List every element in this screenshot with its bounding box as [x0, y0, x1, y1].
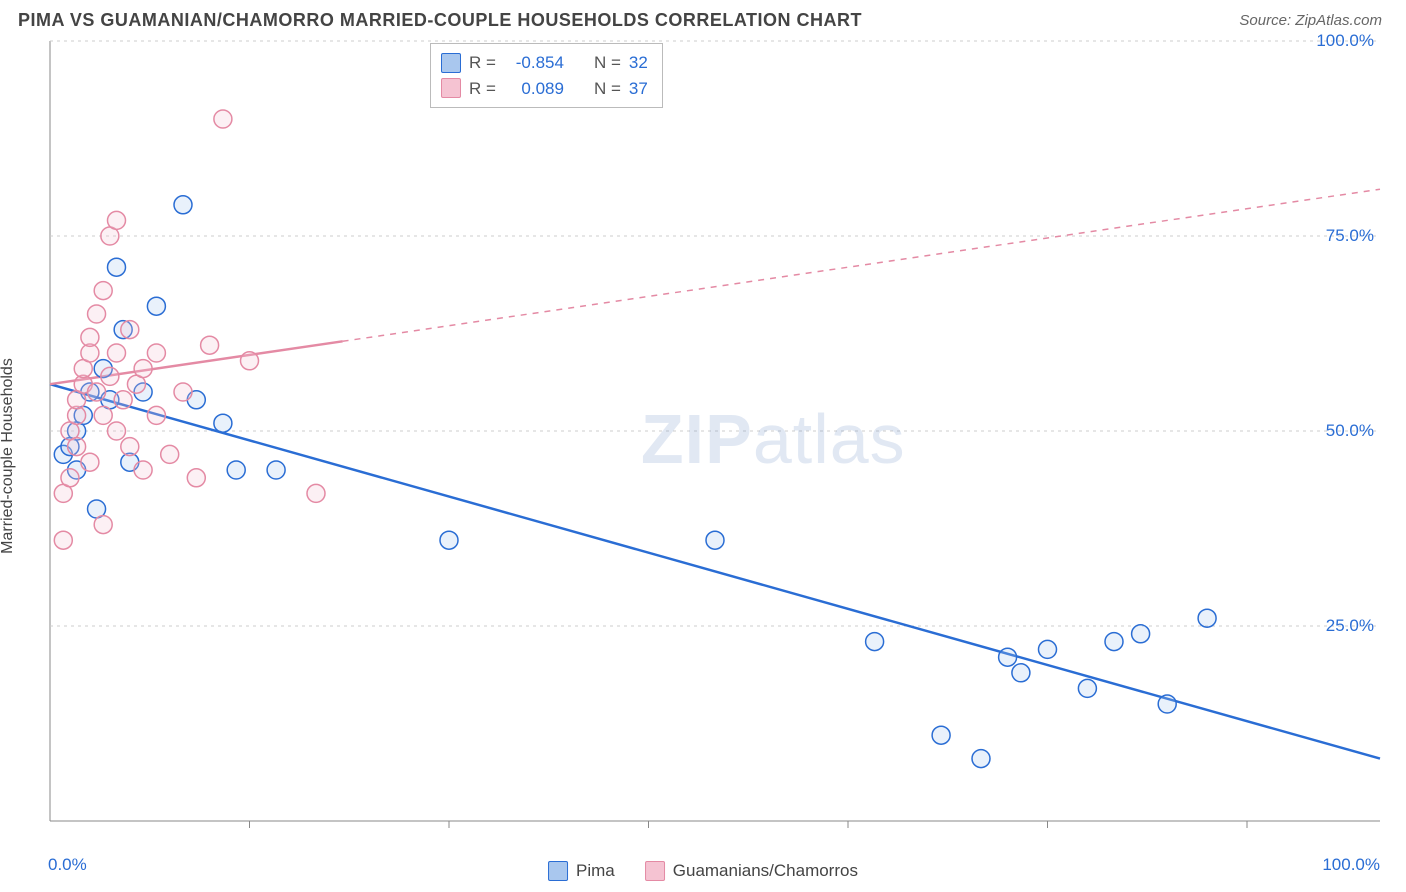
- swatch-guamanian: [645, 861, 665, 881]
- n-value-pima: 32: [629, 50, 648, 76]
- source-name: ZipAtlas.com: [1295, 12, 1382, 29]
- y-axis-label: Married-couple Households: [0, 358, 17, 554]
- source-prefix: Source:: [1239, 12, 1295, 29]
- svg-text:75.0%: 75.0%: [1326, 226, 1374, 245]
- series-legend: Pima Guamanians/Chamorros: [548, 861, 858, 881]
- svg-text:50.0%: 50.0%: [1326, 421, 1374, 440]
- correlation-row-guamanian: R = 0.089 N = 37: [441, 76, 648, 102]
- swatch-pima: [548, 861, 568, 881]
- legend-item-pima: Pima: [548, 861, 615, 881]
- source-attribution: Source: ZipAtlas.com: [1239, 12, 1382, 29]
- r-label: R =: [469, 50, 496, 76]
- r-value-guamanian: 0.089: [504, 76, 564, 102]
- svg-text:100.0%: 100.0%: [1316, 31, 1374, 50]
- legend-label-guamanian: Guamanians/Chamorros: [673, 861, 858, 881]
- n-label: N =: [594, 50, 621, 76]
- n-label: N =: [594, 76, 621, 102]
- r-value-pima: -0.854: [504, 50, 564, 76]
- swatch-guamanian: [441, 78, 461, 98]
- correlation-legend: R = -0.854 N = 32 R = 0.089 N = 37: [430, 43, 663, 108]
- correlation-row-pima: R = -0.854 N = 32: [441, 50, 648, 76]
- swatch-pima: [441, 53, 461, 73]
- legend-label-pima: Pima: [576, 861, 615, 881]
- legend-item-guamanian: Guamanians/Chamorros: [645, 861, 858, 881]
- chart-area: Married-couple Households ZIPatlas 25.0%…: [0, 31, 1406, 881]
- x-axis-min-label: 0.0%: [48, 855, 87, 875]
- chart-title: PIMA VS GUAMANIAN/CHAMORRO MARRIED-COUPL…: [18, 10, 862, 31]
- r-label: R =: [469, 76, 496, 102]
- x-axis-max-label: 100.0%: [1322, 855, 1380, 875]
- n-value-guamanian: 37: [629, 76, 648, 102]
- svg-text:25.0%: 25.0%: [1326, 616, 1374, 635]
- scatter-plot: 25.0% 50.0% 75.0% 100.0%: [0, 31, 1406, 851]
